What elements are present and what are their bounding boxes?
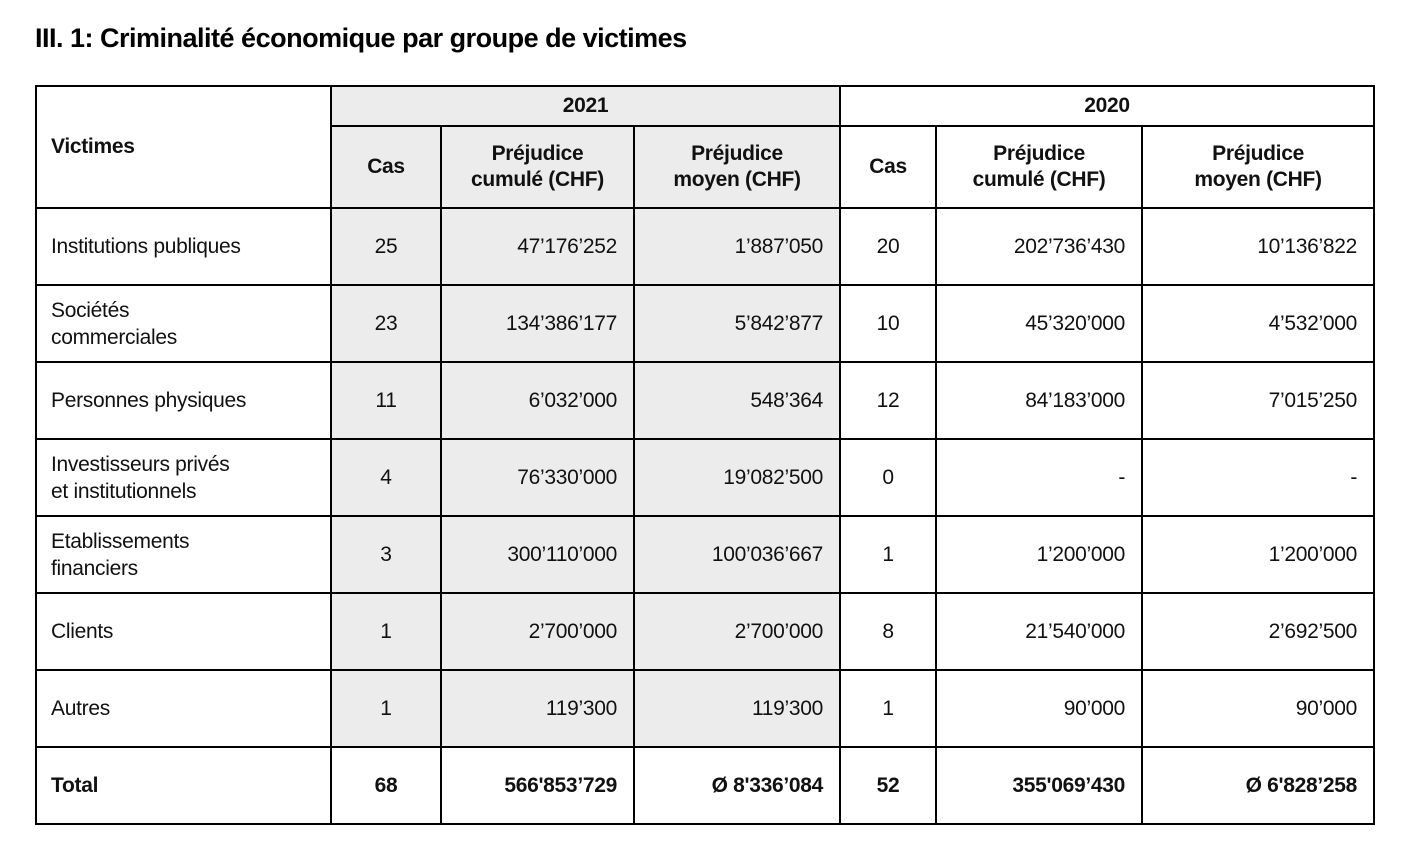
cell-2021-prejudice-moyen: 1’887’050 — [632, 207, 842, 287]
cell-2021-cas: 3 — [330, 515, 442, 595]
table-row-investisseurs-prives: Investisseurs privés et institutionnels … — [35, 438, 1376, 518]
cell-total-2021-prejudice-moyen: Ø 8'336’084 — [632, 746, 842, 826]
cell-2021-cas: 23 — [330, 284, 442, 364]
cell-2021-cas: 1 — [330, 592, 442, 672]
cell-2021-prejudice-cumule: 76’330’000 — [440, 438, 635, 518]
cell-total-2020-prejudice-cumule: 355'069’430 — [935, 746, 1144, 826]
cell-2020-prejudice-cumule: 1’200’000 — [935, 515, 1144, 595]
cell-2021-prejudice-moyen: 5’842’877 — [632, 284, 842, 364]
header-row-years: Victimes 2021 2020 — [35, 85, 1376, 210]
cell-2021-prejudice-cumule: 6’032’000 — [440, 361, 635, 441]
table-row-personnes-physiques: Personnes physiques 11 6’032’000 548’364… — [35, 361, 1376, 441]
cell-2021-prejudice-cumule: 2’700’000 — [440, 592, 635, 672]
cell-2021-prejudice-cumule: 119’300 — [440, 669, 635, 749]
column-header-2021-prejudice-cumule: Préjudice cumulé (CHF) — [440, 125, 635, 210]
cell-2020-cas: 20 — [839, 207, 938, 287]
cell-2021-prejudice-cumule: 47’176’252 — [440, 207, 635, 287]
cell-total-2020-cas: 52 — [839, 746, 938, 826]
cell-2020-prejudice-cumule: 84’183’000 — [935, 361, 1144, 441]
table-row-institutions-publiques: Institutions publiques 25 47’176’252 1’8… — [35, 207, 1376, 287]
row-label: Etablissements financiers — [35, 515, 332, 595]
column-header-2020-cas: Cas — [839, 125, 938, 210]
cell-2021-prejudice-moyen: 19’082’500 — [632, 438, 842, 518]
cell-2021-prejudice-cumule: 134’386’177 — [440, 284, 635, 364]
column-group-2020: 2020 — [839, 85, 1376, 128]
cell-2021-cas: 4 — [330, 438, 442, 518]
table-row-clients: Clients 1 2’700’000 2’700’000 8 21’540’0… — [35, 592, 1376, 672]
cell-total-2021-prejudice-cumule: 566'853’729 — [440, 746, 635, 826]
cell-2021-cas: 11 — [330, 361, 442, 441]
column-header-2021-prejudice-moyen: Préjudice moyen (CHF) — [632, 125, 842, 210]
table-row-total: Total 68 566'853’729 Ø 8'336’084 52 355'… — [35, 746, 1376, 826]
cell-2020-cas: 12 — [839, 361, 938, 441]
row-label: Investisseurs privés et institutionnels — [35, 438, 332, 518]
table-row-etablissements-financiers: Etablissements financiers 3 300’110’000 … — [35, 515, 1376, 595]
table-row-autres: Autres 1 119’300 119’300 1 90’000 90’000 — [35, 669, 1376, 749]
cell-2020-cas: 1 — [839, 669, 938, 749]
row-label: Personnes physiques — [35, 361, 332, 441]
cell-2020-prejudice-cumule: 90’000 — [935, 669, 1144, 749]
cell-2021-cas: 25 — [330, 207, 442, 287]
column-header-2020-prejudice-moyen: Préjudice moyen (CHF) — [1141, 125, 1376, 210]
cell-2020-cas: 1 — [839, 515, 938, 595]
victims-table: Victimes 2021 2020 Cas Préjudice cumulé … — [35, 85, 1376, 826]
cell-2020-prejudice-cumule: 202’736’430 — [935, 207, 1144, 287]
row-label: Clients — [35, 592, 332, 672]
row-label: Autres — [35, 669, 332, 749]
cell-2020-prejudice-cumule: - — [935, 438, 1144, 518]
table-row-societes-commerciales: Sociétés commerciales 23 134’386’177 5’8… — [35, 284, 1376, 364]
row-label: Institutions publiques — [35, 207, 332, 287]
cell-2020-prejudice-moyen: 1’200’000 — [1141, 515, 1376, 595]
cell-2020-cas: 10 — [839, 284, 938, 364]
cell-2020-cas: 0 — [839, 438, 938, 518]
cell-2021-prejudice-moyen: 2’700’000 — [632, 592, 842, 672]
cell-2021-cas: 1 — [330, 669, 442, 749]
page-title: III. 1: Criminalité économique par group… — [35, 23, 687, 53]
cell-2020-prejudice-cumule: 21’540’000 — [935, 592, 1144, 672]
row-label: Sociétés commerciales — [35, 284, 332, 364]
cell-2021-prejudice-moyen: 548’364 — [632, 361, 842, 441]
cell-total-2021-cas: 68 — [330, 746, 442, 826]
column-header-victimes: Victimes — [35, 85, 332, 210]
cell-2020-prejudice-moyen: 4’532’000 — [1141, 284, 1376, 364]
cell-2020-prejudice-cumule: 45’320’000 — [935, 284, 1144, 364]
document-page: III. 1: Criminalité économique par group… — [35, 23, 1376, 826]
column-header-2020-prejudice-cumule: Préjudice cumulé (CHF) — [935, 125, 1144, 210]
cell-2020-prejudice-moyen: 2’692’500 — [1141, 592, 1376, 672]
cell-2020-prejudice-moyen: 10’136’822 — [1141, 207, 1376, 287]
cell-2020-prejudice-moyen: 90’000 — [1141, 669, 1376, 749]
cell-2020-prejudice-moyen: 7’015’250 — [1141, 361, 1376, 441]
cell-2020-cas: 8 — [839, 592, 938, 672]
row-label-total: Total — [35, 746, 332, 826]
cell-2021-prejudice-cumule: 300’110’000 — [440, 515, 635, 595]
column-group-2021: 2021 — [329, 85, 842, 128]
cell-2021-prejudice-moyen: 119’300 — [632, 669, 842, 749]
cell-total-2020-prejudice-moyen: Ø 6'828’258 — [1141, 746, 1376, 826]
cell-2021-prejudice-moyen: 100’036’667 — [632, 515, 842, 595]
header-row-subcolumns: Cas Préjudice cumulé (CHF) Préjudice moy… — [36, 125, 1376, 210]
cell-2020-prejudice-moyen: - — [1141, 438, 1376, 518]
column-header-2021-cas: Cas — [330, 125, 442, 210]
